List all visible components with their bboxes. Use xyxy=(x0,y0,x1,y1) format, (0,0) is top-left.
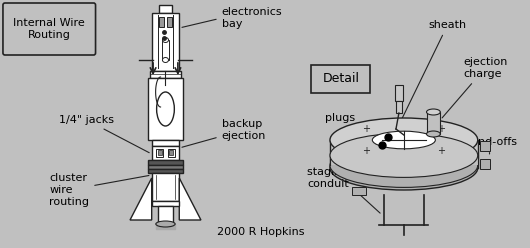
Ellipse shape xyxy=(427,109,440,115)
Text: sheath: sheath xyxy=(399,20,466,124)
Bar xyxy=(163,40,169,60)
Text: +: + xyxy=(437,124,445,134)
Ellipse shape xyxy=(163,58,169,62)
Bar xyxy=(396,101,402,113)
Bar xyxy=(480,141,490,151)
Ellipse shape xyxy=(157,92,174,126)
Text: 1/4" jacks: 1/4" jacks xyxy=(59,115,149,153)
Bar xyxy=(152,13,179,71)
Ellipse shape xyxy=(330,146,478,190)
Bar xyxy=(427,112,440,134)
Polygon shape xyxy=(179,178,201,220)
Ellipse shape xyxy=(156,221,175,227)
Bar xyxy=(152,140,179,146)
Ellipse shape xyxy=(330,118,478,162)
Bar xyxy=(156,149,163,157)
Bar xyxy=(158,150,162,155)
Bar xyxy=(148,169,183,173)
Bar xyxy=(311,65,370,93)
Text: Detail: Detail xyxy=(322,72,359,86)
Bar xyxy=(169,150,173,155)
Bar xyxy=(148,78,183,140)
Ellipse shape xyxy=(373,131,435,149)
Text: electronics
bay: electronics bay xyxy=(182,7,282,29)
Bar xyxy=(395,85,403,101)
Text: backup
ejection: backup ejection xyxy=(182,119,266,147)
Bar xyxy=(158,206,173,224)
Bar xyxy=(152,146,179,160)
Ellipse shape xyxy=(163,37,169,42)
Text: 2000 R Hopkins: 2000 R Hopkins xyxy=(217,227,304,237)
Bar xyxy=(480,159,490,169)
Bar xyxy=(167,17,172,27)
Text: cluster
wire
routing: cluster wire routing xyxy=(49,173,149,207)
Text: +: + xyxy=(362,124,370,134)
Bar xyxy=(330,140,478,168)
Bar xyxy=(152,201,179,206)
Bar xyxy=(149,71,181,78)
Bar xyxy=(330,155,478,165)
Bar xyxy=(148,160,183,165)
FancyBboxPatch shape xyxy=(3,3,95,55)
Bar xyxy=(148,165,183,169)
Text: plugs: plugs xyxy=(325,113,384,136)
Ellipse shape xyxy=(330,143,478,187)
Bar xyxy=(352,187,366,195)
Text: +: + xyxy=(437,146,445,156)
Text: stand-offs: stand-offs xyxy=(461,137,517,154)
Text: staging wire
conduit: staging wire conduit xyxy=(307,167,380,213)
Bar xyxy=(168,149,175,157)
Ellipse shape xyxy=(427,131,440,137)
Text: ejection
charge: ejection charge xyxy=(442,57,507,118)
Bar xyxy=(152,173,179,201)
Bar xyxy=(160,17,164,27)
Text: +: + xyxy=(362,146,370,156)
Bar xyxy=(158,5,172,13)
Polygon shape xyxy=(130,178,152,220)
Text: Internal Wire
Routing: Internal Wire Routing xyxy=(13,18,85,40)
Ellipse shape xyxy=(330,133,478,177)
